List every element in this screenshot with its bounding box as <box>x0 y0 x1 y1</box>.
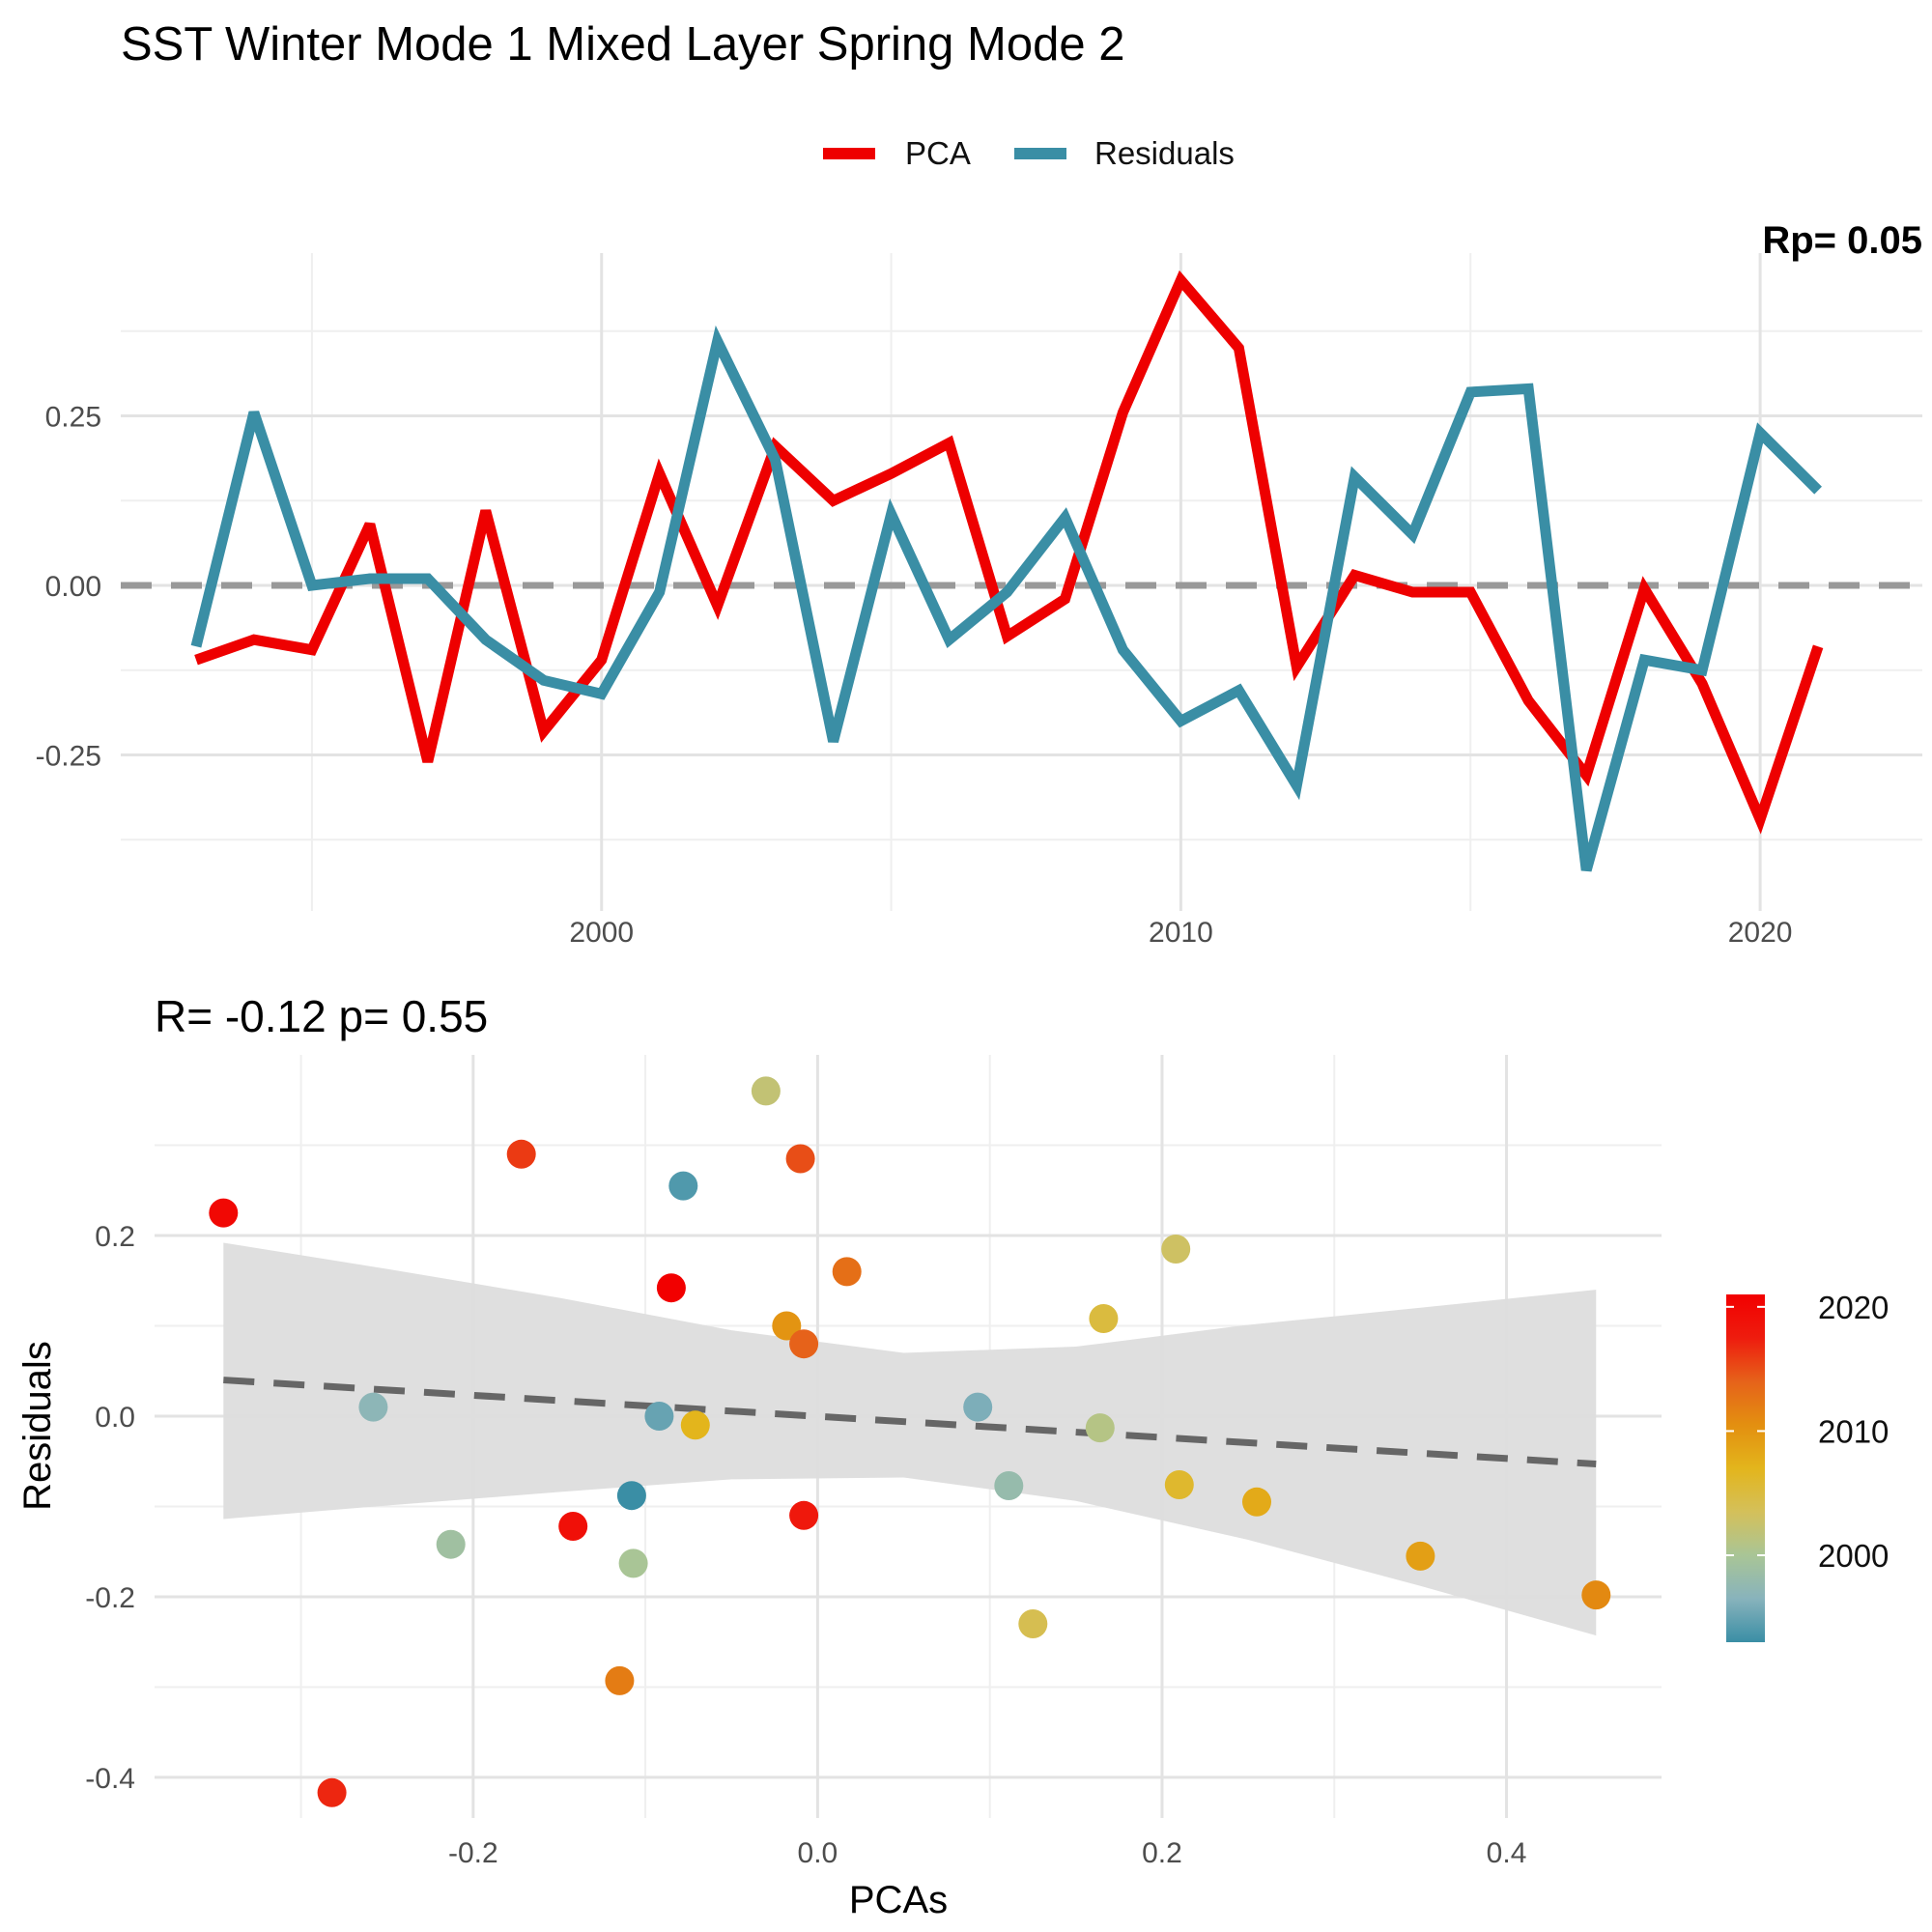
scatter-point <box>789 1329 819 1359</box>
scatter-point <box>358 1392 388 1422</box>
timeseries-series <box>190 270 1824 872</box>
scatter-point <box>1581 1580 1611 1610</box>
scatter-point <box>1164 1470 1194 1499</box>
scatter-point <box>832 1257 862 1287</box>
scatter-point <box>785 1144 815 1174</box>
scatter-point <box>656 1273 686 1303</box>
y-tick-label: -0.2 <box>85 1582 135 1614</box>
x-tick-label: -0.2 <box>448 1837 498 1869</box>
figure-title: SST Winter Mode 1 Mixed Layer Spring Mod… <box>121 18 1124 71</box>
legend-label-pca: PCA <box>905 135 971 171</box>
scatter-point <box>605 1665 635 1695</box>
legend: PCA Residuals <box>823 135 1235 171</box>
x-tick-label: 2010 <box>1149 917 1213 949</box>
scatter-x-tick-labels: -0.2 0.0 0.2 0.4 <box>448 1837 1526 1869</box>
colorbar: 2000 2010 2020 <box>1726 1290 1889 1642</box>
scatter-point <box>317 1777 347 1807</box>
colorbar-tick-label: 2000 <box>1818 1538 1889 1574</box>
scatter-y-axis-label: Residuals <box>16 1341 59 1511</box>
y-tick-label: 0.00 <box>45 571 101 603</box>
timeseries-corner-text: Rp= 0.05 <box>1762 219 1922 262</box>
scatter-point <box>558 1512 588 1541</box>
series-line-residuals <box>190 325 1822 872</box>
y-tick-label: -0.4 <box>85 1763 135 1795</box>
scatter-point <box>789 1500 819 1530</box>
scatter-point <box>1018 1609 1048 1638</box>
confidence-band <box>223 1242 1597 1636</box>
y-tick-label: 0.25 <box>45 401 101 433</box>
x-tick-label: 0.2 <box>1142 1837 1182 1869</box>
x-tick-label: 2020 <box>1728 917 1793 949</box>
scatter-point <box>506 1139 536 1169</box>
legend-label-residuals: Residuals <box>1094 135 1235 171</box>
y-tick-label: 0.2 <box>95 1221 135 1253</box>
scatter-point <box>751 1076 781 1106</box>
scatter-panel: -0.4 -0.2 0.0 0.2 -0.2 0.0 0.2 0.4 <box>85 1055 1662 1869</box>
scatter-point <box>436 1529 466 1559</box>
scatter-point <box>1089 1304 1119 1333</box>
scatter-point <box>1242 1487 1271 1517</box>
scatter-point <box>1161 1235 1191 1264</box>
colorbar-gradient <box>1726 1294 1765 1642</box>
timeseries-panel: -0.25 0.00 0.25 2000 2010 2020 Rp= 0.05 <box>36 219 1922 949</box>
scatter-point <box>963 1392 993 1422</box>
x-tick-label: 2000 <box>569 917 634 949</box>
timeseries-y-tick-labels: -0.25 0.00 0.25 <box>36 401 101 772</box>
scatter-point <box>668 1171 698 1201</box>
timeseries-x-tick-labels: 2000 2010 2020 <box>569 917 1792 949</box>
y-tick-label: 0.0 <box>95 1402 135 1434</box>
colorbar-tick-label: 2010 <box>1818 1413 1889 1449</box>
scatter-point <box>1085 1413 1115 1443</box>
x-tick-label: 0.0 <box>798 1837 838 1869</box>
scatter-point <box>772 1311 802 1341</box>
scatter-x-axis-label: PCAs <box>849 1879 948 1921</box>
scatter-point <box>1406 1541 1435 1571</box>
scatter-point <box>618 1548 648 1578</box>
scatter-point <box>209 1198 239 1228</box>
scatter-fit-line <box>223 1377 1597 1468</box>
scatter-point <box>644 1402 674 1431</box>
scatter-confidence-band <box>223 1242 1597 1636</box>
colorbar-tick-label: 2020 <box>1818 1290 1889 1325</box>
scatter-point <box>616 1481 646 1511</box>
scatter-y-tick-labels: -0.4 -0.2 0.0 0.2 <box>85 1221 135 1795</box>
regression-fit-line <box>223 1377 1597 1468</box>
scatter-points <box>209 1076 1611 1807</box>
y-tick-label: -0.25 <box>36 741 101 773</box>
colorbar-ticks: 2000 2010 2020 <box>1726 1290 1889 1574</box>
series-line-pca <box>194 270 1824 835</box>
x-tick-label: 0.4 <box>1487 1837 1527 1869</box>
scatter-point <box>994 1471 1024 1500</box>
scatter-title: R= -0.12 p= 0.55 <box>155 991 488 1041</box>
scatter-point <box>680 1410 710 1440</box>
